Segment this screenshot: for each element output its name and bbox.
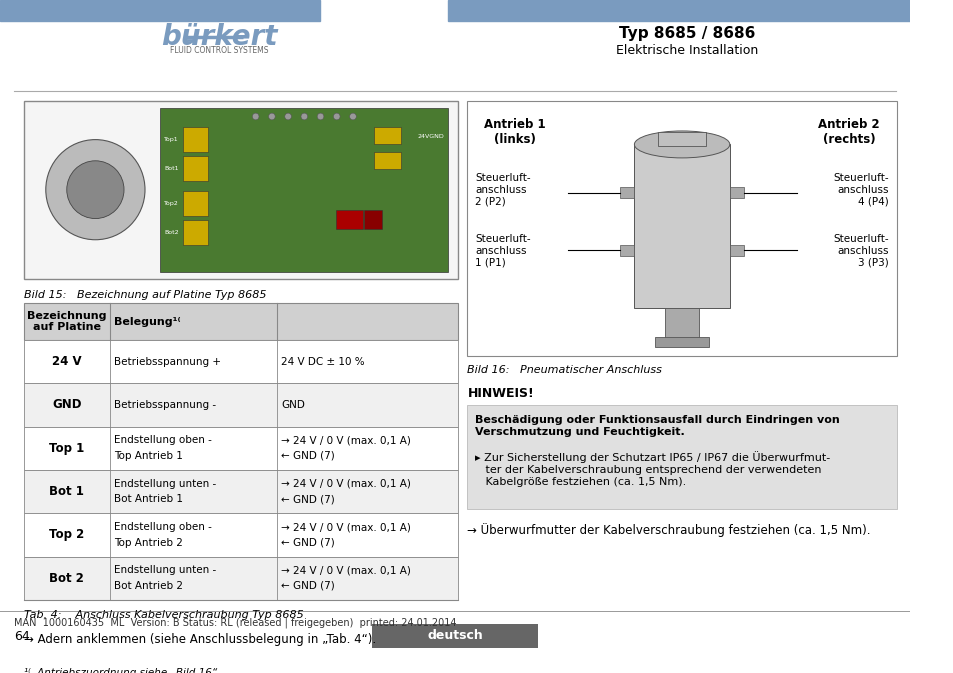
Bar: [372, 624, 537, 648]
Text: → 24 V / 0 V (max. 0,1 A): → 24 V / 0 V (max. 0,1 A): [281, 435, 411, 446]
Circle shape: [46, 139, 145, 240]
Circle shape: [252, 113, 258, 120]
Text: FLUID CONTROL SYSTEMS: FLUID CONTROL SYSTEMS: [170, 46, 269, 55]
Text: Bild 15:   Bezeichnung auf Platine Typ 8685: Bild 15: Bezeichnung auf Platine Typ 868…: [24, 289, 266, 299]
Bar: [24, 383, 457, 427]
Text: Endstellung oben -: Endstellung oben -: [114, 522, 213, 532]
Text: Betriebsspannung +: Betriebsspannung +: [114, 357, 221, 367]
Text: Antrieb 1
(links): Antrieb 1 (links): [484, 118, 545, 147]
Text: HINWEIS!: HINWEIS!: [467, 387, 534, 400]
Bar: [374, 152, 400, 170]
Bar: [729, 187, 743, 199]
Bar: [24, 557, 457, 600]
Text: Beschädigung oder Funktionsausfall durch Eindringen von
Verschmutzung und Feucht: Beschädigung oder Funktionsausfall durch…: [475, 415, 839, 437]
Bar: [448, 0, 909, 21]
Text: ¹⁽  Antriebszuordnung siehe „Bild 16“: ¹⁽ Antriebszuordnung siehe „Bild 16“: [24, 668, 217, 673]
Text: deutsch: deutsch: [427, 629, 482, 643]
Text: Bezeichnung
auf Platine: Bezeichnung auf Platine: [27, 311, 107, 332]
Circle shape: [268, 113, 274, 120]
Circle shape: [333, 113, 339, 120]
Text: Steuerluft-
anschluss
4 (P4): Steuerluft- anschluss 4 (P4): [833, 174, 888, 207]
Text: Antrieb 2
(rechts): Antrieb 2 (rechts): [818, 118, 879, 147]
Text: ← GND (7): ← GND (7): [281, 538, 335, 548]
Circle shape: [284, 113, 291, 120]
Bar: [24, 427, 457, 470]
Ellipse shape: [634, 131, 729, 158]
Text: → 24 V / 0 V (max. 0,1 A): → 24 V / 0 V (max. 0,1 A): [281, 479, 411, 489]
Text: → Überwurfmutter der Kabelverschraubung festziehen (ca. 1,5 Nm).: → Überwurfmutter der Kabelverschraubung …: [467, 522, 870, 536]
Bar: [364, 210, 381, 229]
Text: Bot Antrieb 1: Bot Antrieb 1: [114, 494, 183, 504]
Text: Betriebsspannung -: Betriebsspannung -: [114, 400, 216, 410]
Text: Bot Antrieb 2: Bot Antrieb 2: [114, 581, 183, 591]
Bar: [183, 219, 208, 244]
Text: Top Antrieb 2: Top Antrieb 2: [114, 538, 183, 548]
Bar: [335, 210, 362, 229]
Text: Steuerluft-
anschluss
2 (P2): Steuerluft- anschluss 2 (P2): [475, 174, 530, 207]
Bar: [664, 308, 699, 342]
Text: ← GND (7): ← GND (7): [281, 451, 335, 461]
Bar: [0, 0, 319, 21]
Bar: [619, 244, 634, 256]
Text: Belegung¹⁽: Belegung¹⁽: [114, 316, 181, 326]
Bar: [658, 132, 705, 146]
Bar: [24, 101, 457, 279]
Text: Bot 2: Bot 2: [50, 571, 84, 585]
Bar: [160, 108, 448, 271]
Circle shape: [300, 113, 307, 120]
Bar: [467, 405, 896, 509]
Text: 24VGND: 24VGND: [417, 134, 444, 139]
Text: ← GND (7): ← GND (7): [281, 581, 335, 591]
Bar: [374, 127, 400, 145]
Bar: [634, 145, 729, 308]
Bar: [183, 127, 208, 152]
Bar: [619, 187, 634, 199]
Text: 64: 64: [14, 630, 30, 643]
Text: bürkert: bürkert: [161, 23, 277, 50]
Text: MAN  1000160435  ML  Version: B Status: RL (released | freigegeben)  printed: 24: MAN 1000160435 ML Version: B Status: RL …: [14, 618, 456, 628]
Circle shape: [67, 161, 124, 219]
Text: GND: GND: [52, 398, 81, 411]
Bar: [729, 244, 743, 256]
Text: → Adern anklemmen (siehe Anschlussbelegung in „Tab. 4“).: → Adern anklemmen (siehe Anschlussbelegu…: [24, 633, 375, 646]
Circle shape: [349, 113, 355, 120]
Text: Top2: Top2: [164, 201, 178, 206]
Text: Steuerluft-
anschluss
3 (P3): Steuerluft- anschluss 3 (P3): [833, 234, 888, 267]
Circle shape: [316, 113, 323, 120]
Text: Typ 8685 / 8686: Typ 8685 / 8686: [618, 26, 754, 41]
Bar: [24, 340, 457, 383]
Text: 24 V: 24 V: [51, 355, 82, 368]
Bar: [24, 304, 457, 340]
Bar: [655, 337, 708, 347]
Text: Elektrische Installation: Elektrische Installation: [615, 44, 758, 57]
Text: Endstellung unten -: Endstellung unten -: [114, 565, 216, 575]
Text: Top Antrieb 1: Top Antrieb 1: [114, 451, 183, 461]
Text: 24 V DC ± 10 %: 24 V DC ± 10 %: [281, 357, 365, 367]
Bar: [183, 190, 208, 215]
Text: Endstellung unten -: Endstellung unten -: [114, 479, 216, 489]
Text: Top 1: Top 1: [50, 441, 84, 455]
Text: → 24 V / 0 V (max. 0,1 A): → 24 V / 0 V (max. 0,1 A): [281, 522, 411, 532]
Bar: [24, 470, 457, 513]
Text: Tab. 4:    Anschluss Kabelverschraubung Typ 8685: Tab. 4: Anschluss Kabelverschraubung Typ…: [24, 610, 303, 621]
Bar: [467, 101, 896, 356]
Bar: [24, 513, 457, 557]
Text: Bild 16:   Pneumatischer Anschluss: Bild 16: Pneumatischer Anschluss: [467, 365, 661, 375]
Text: Bot1: Bot1: [164, 166, 178, 171]
Text: Top 2: Top 2: [50, 528, 84, 541]
Text: Endstellung oben -: Endstellung oben -: [114, 435, 213, 446]
Text: Top1: Top1: [164, 137, 178, 142]
Text: Steuerluft-
anschluss
1 (P1): Steuerluft- anschluss 1 (P1): [475, 234, 530, 267]
Text: ▸ Zur Sicherstellung der Schutzart IP65 / IP67 die Überwurfmut-
   ter der Kabel: ▸ Zur Sicherstellung der Schutzart IP65 …: [475, 452, 829, 487]
Text: Bot 1: Bot 1: [50, 485, 84, 498]
Text: ← GND (7): ← GND (7): [281, 494, 335, 504]
Bar: [183, 156, 208, 181]
Text: Bot2: Bot2: [164, 229, 178, 234]
Text: → 24 V / 0 V (max. 0,1 A): → 24 V / 0 V (max. 0,1 A): [281, 565, 411, 575]
Text: GND: GND: [281, 400, 305, 410]
